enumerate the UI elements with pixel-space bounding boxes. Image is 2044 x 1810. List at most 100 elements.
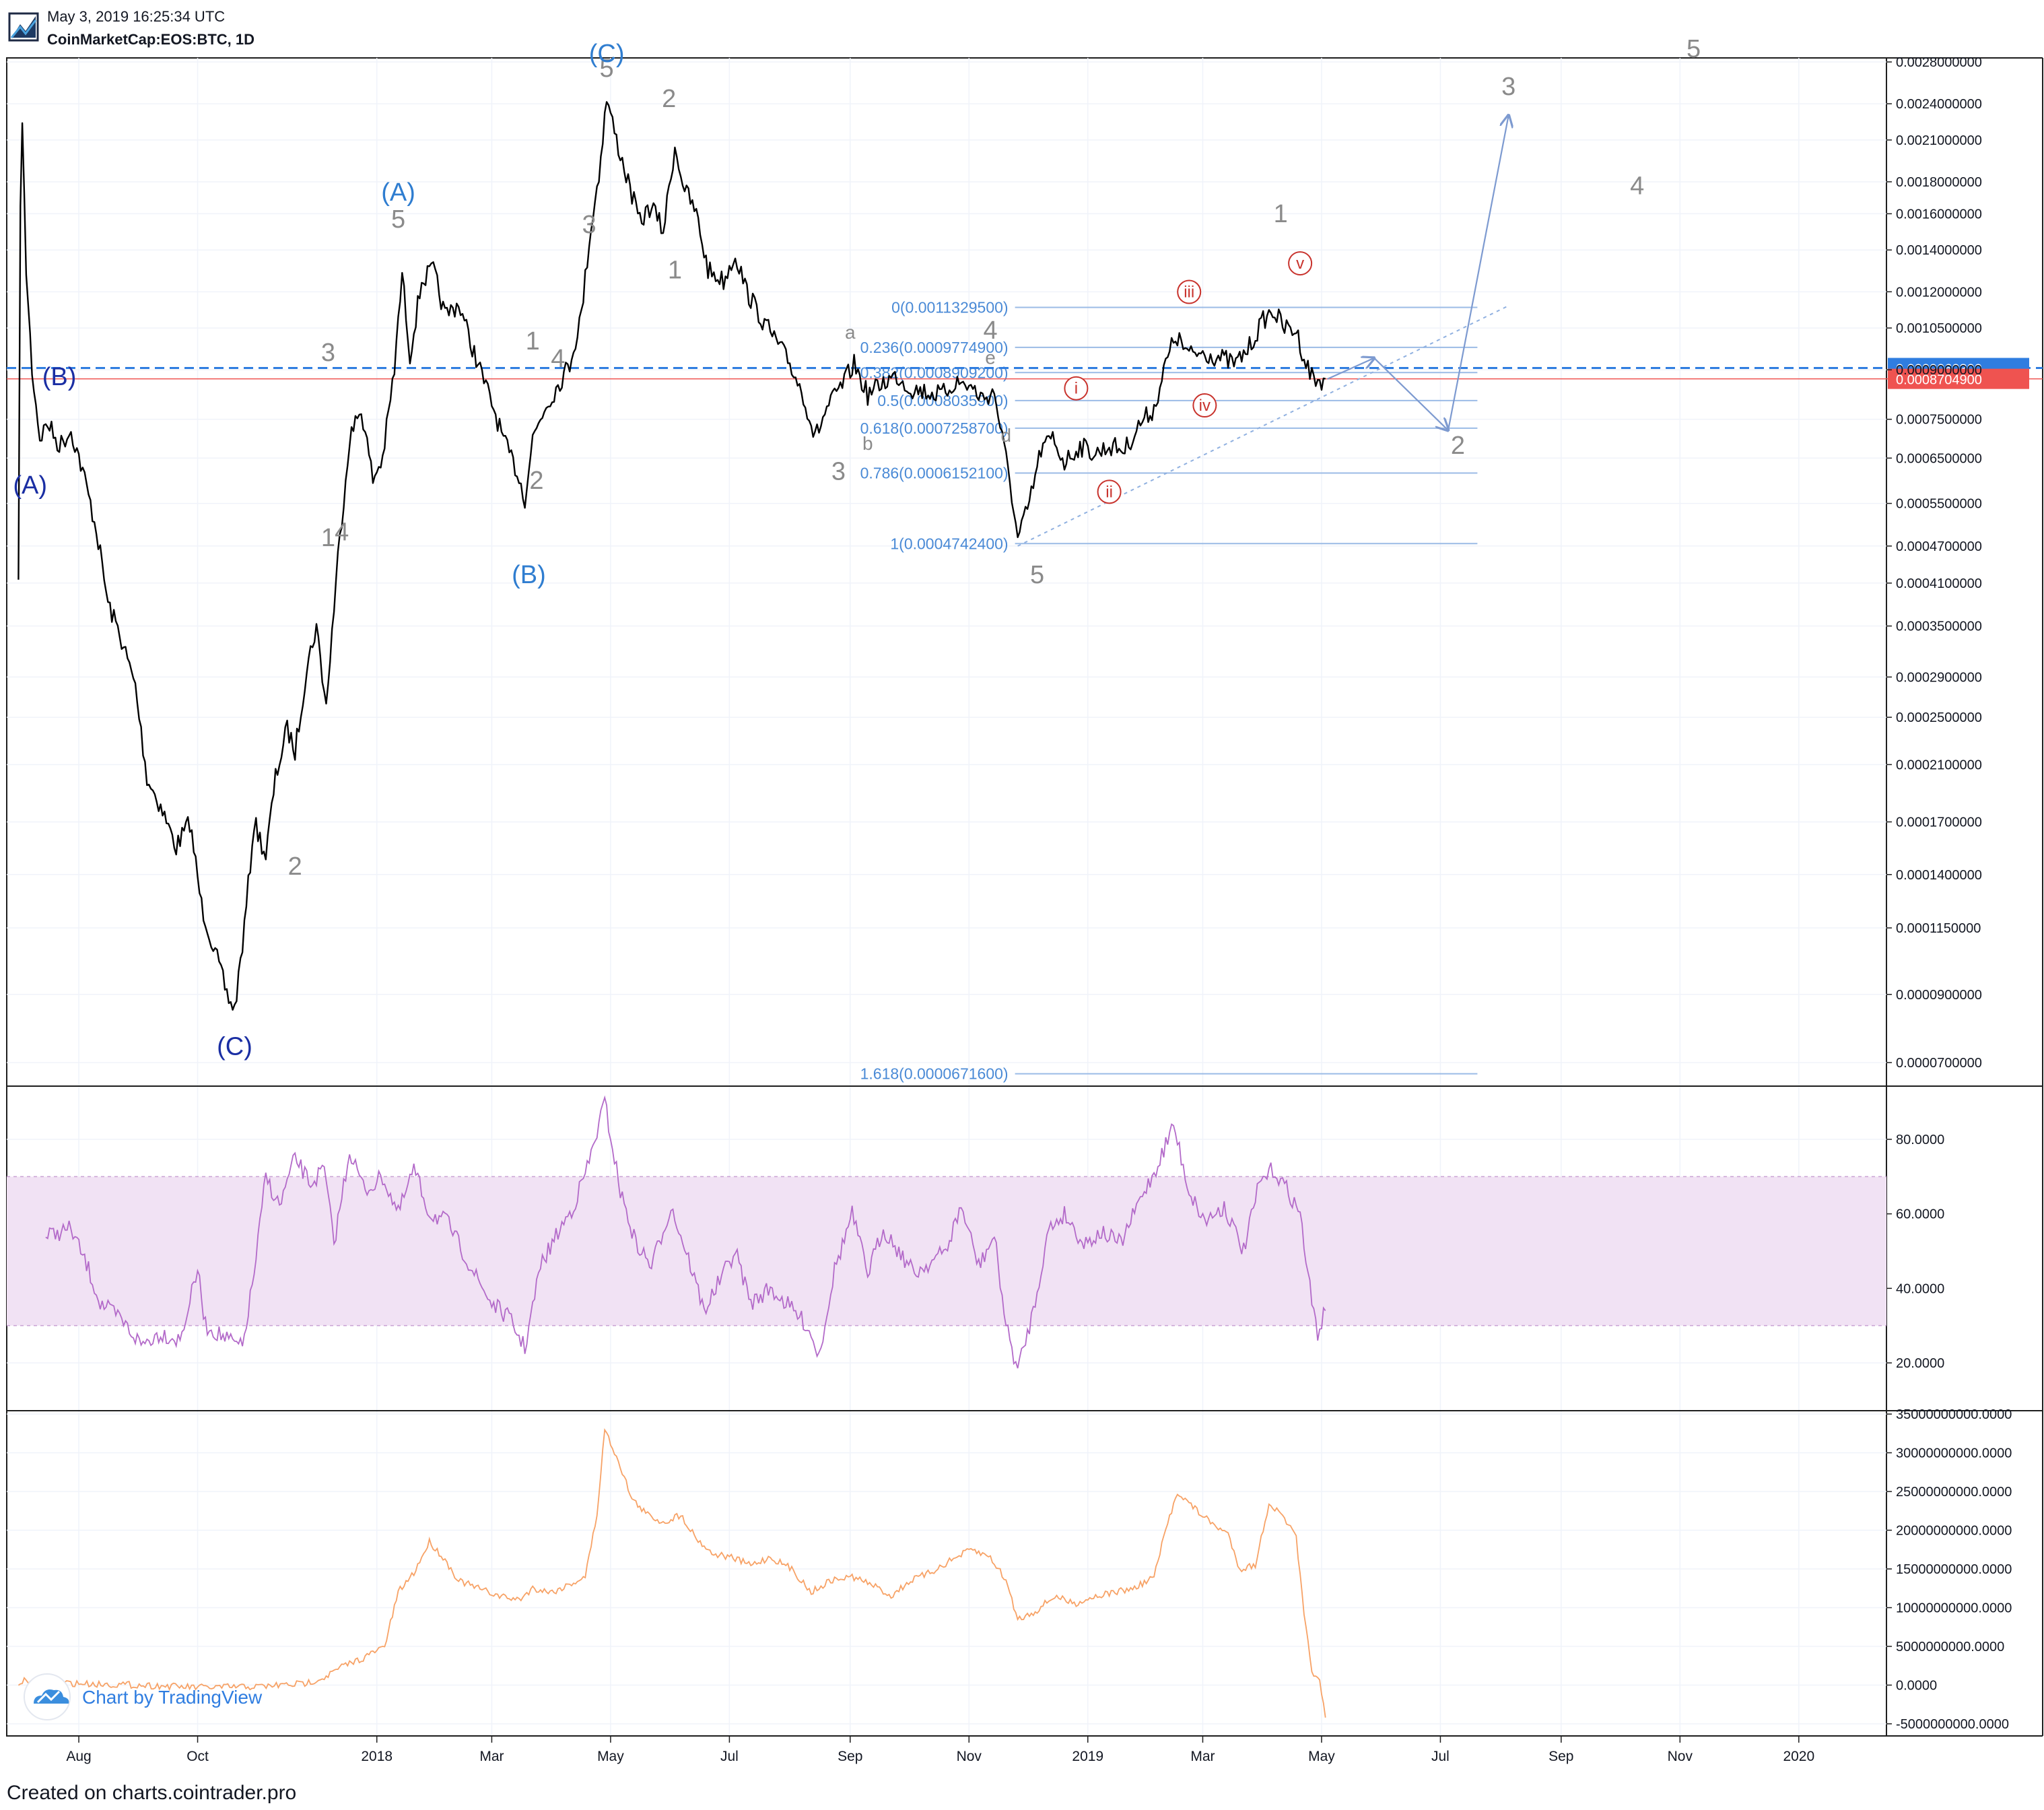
y-tick-label: 5000000000.0000 (1896, 1640, 2004, 1654)
watermark-text: Chart by TradingView (82, 1687, 263, 1708)
price-line (18, 101, 1326, 1011)
y-tick-label: 60.0000 (1896, 1207, 1944, 1222)
wave-label: 2 (529, 467, 543, 495)
dotted-trendline (1017, 305, 1509, 547)
y-tick-label: 0.0018000000 (1896, 175, 1982, 190)
cloud-icon (34, 1689, 69, 1704)
projection-arrow (1447, 115, 1509, 431)
indicator-line (18, 1428, 1326, 1718)
fib-level-label: 0.618(0.0007258700) (860, 420, 1009, 437)
footer-text: Created on charts.cointrader.pro (7, 1782, 297, 1804)
time-axis: Aug Oct 2018 Mar May Jul Sep Nov 2019 Mar May Jul Se… (66, 1736, 1814, 1764)
wave-label: 2 (1451, 432, 1465, 460)
time-tick-label: Sep (1548, 1749, 1573, 1764)
wave-label-circled: iv (1199, 397, 1211, 415)
y-tick-label: 0.0001150000 (1896, 921, 1981, 936)
fibonacci-retracement: 0(0.0011329500)0.236(0.0009774900)0.382(… (860, 298, 1478, 1083)
wave-label: 5 (1030, 561, 1044, 589)
y-tick-label: 0.0005500000 (1896, 497, 1982, 512)
fib-level-label: 0.786(0.0006152100) (860, 464, 1009, 481)
wave-label: (C) (589, 40, 625, 68)
y-tick-label: 0.0024000000 (1896, 97, 1982, 112)
y-tick-label: 0.0002500000 (1896, 710, 1982, 725)
wave-label: 4 (335, 518, 349, 546)
y-tick-label: 0.0003500000 (1896, 619, 1982, 634)
y-tick-label: 0.0021000000 (1896, 133, 1982, 148)
time-tick-label: Nov (1668, 1749, 1693, 1764)
wave-label: (C) (217, 1033, 252, 1061)
y-tick-label: 35000000000.0000 (1896, 1407, 2012, 1422)
y-tick-label: 0.0000900000 (1896, 988, 1982, 1003)
fib-level-label: 0.5(0.0008035900) (877, 392, 1008, 409)
wave-label: 3 (831, 458, 846, 486)
time-tick-label: Nov (957, 1749, 982, 1764)
rsi-series (45, 1095, 1326, 1369)
indicator-series (18, 1428, 1326, 1718)
y-tick-label: 0.0004700000 (1896, 539, 1982, 554)
wave-label: 2 (288, 852, 302, 881)
y-tick-label: 0.0028000000 (1896, 55, 1982, 70)
y-tick-label: -5000000000.0000 (1896, 1717, 2009, 1732)
fib-level-label: 0.236(0.0009774900) (860, 339, 1009, 356)
wave-label: 3 (321, 339, 335, 367)
wave-label: 4 (1630, 172, 1644, 200)
time-tick-label: 2019 (1072, 1749, 1103, 1764)
projection-arrow (1327, 358, 1374, 380)
time-tick-label: 2020 (1783, 1749, 1814, 1764)
wave-label: 5 (1687, 35, 1701, 63)
y-tick-label: 0.0001700000 (1896, 815, 1982, 830)
fib-level-label: 1.618(0.0000671600) (860, 1065, 1009, 1083)
wave-label-circled: iii (1184, 283, 1194, 302)
fib-level-label: 0(0.0011329500) (891, 298, 1009, 316)
time-tick-label: Jul (720, 1749, 739, 1764)
wave-circle (1288, 251, 1313, 276)
time-tick-label: 2018 (361, 1749, 393, 1764)
wave-label-circled: v (1296, 255, 1304, 273)
wave-label: 5 (391, 205, 405, 234)
price-series (18, 101, 1326, 1011)
wave-label: 1 (1274, 200, 1288, 228)
time-tick-label: Mar (1190, 1749, 1215, 1764)
y-tick-label: 80.0000 (1896, 1133, 1944, 1147)
y-tick-label: 0.0002900000 (1896, 670, 1982, 685)
y-axes: 0.0028000000 0.0024000000 0.0021000000 0.00… (1886, 55, 2012, 1732)
wave-label: 1 (321, 524, 335, 552)
wave-circle (1064, 376, 1089, 401)
projection-path (1327, 115, 1509, 431)
y-tick-label: 0.0002100000 (1896, 758, 1982, 772)
time-tick-label: Aug (66, 1749, 91, 1764)
wave-label-circled: i (1075, 380, 1078, 398)
rsi-line (45, 1095, 1326, 1369)
wave-label: (A) (381, 178, 415, 207)
wave-label: a (845, 322, 856, 343)
wave-label: 4 (551, 345, 565, 373)
watermark: Chart by TradingView (24, 1673, 263, 1720)
tradingview-logo-icon (8, 12, 39, 42)
y-tick-label: 0.0010500000 (1896, 321, 1982, 336)
y-tick-label: 25000000000.0000 (1896, 1485, 2012, 1500)
price-tag-label: 0.0008704900 (1896, 373, 1982, 388)
y-tick-label: 0.0012000000 (1896, 285, 1982, 300)
rsi-band-fill (7, 1176, 1886, 1326)
time-tick-label: Oct (186, 1749, 209, 1764)
wave-label: (B) (512, 561, 546, 589)
y-tick-label: 0.0001400000 (1896, 868, 1982, 883)
wave-label: 3 (1501, 73, 1515, 101)
y-tick-label: 0.0000700000 (1896, 1056, 1982, 1071)
wave-label: 1 (668, 257, 682, 285)
projection-arrow (1373, 357, 1448, 430)
price-lines: 0.00090603000.0008704900 (7, 358, 2043, 389)
y-tick-label: 0.0004100000 (1896, 576, 1982, 591)
wave-label: (A) (13, 471, 47, 500)
y-tick-label: 0.0007500000 (1896, 413, 1982, 428)
wave-label: 4 (984, 316, 998, 345)
wave-labels: (A)(B)(C)21 435(A)142(B)35(C)21ab34ed5iii… (13, 35, 1701, 1061)
wave-label: 5 (600, 55, 614, 83)
time-tick-label: May (1308, 1749, 1335, 1764)
chart-frame (6, 57, 2043, 1737)
header-symbol: CoinMarketCap:EOS:BTC, 1D (47, 31, 255, 48)
time-tick-label: Sep (838, 1749, 862, 1764)
wave-label: 2 (662, 85, 676, 113)
y-tick-label: 20000000000.0000 (1896, 1524, 2012, 1539)
